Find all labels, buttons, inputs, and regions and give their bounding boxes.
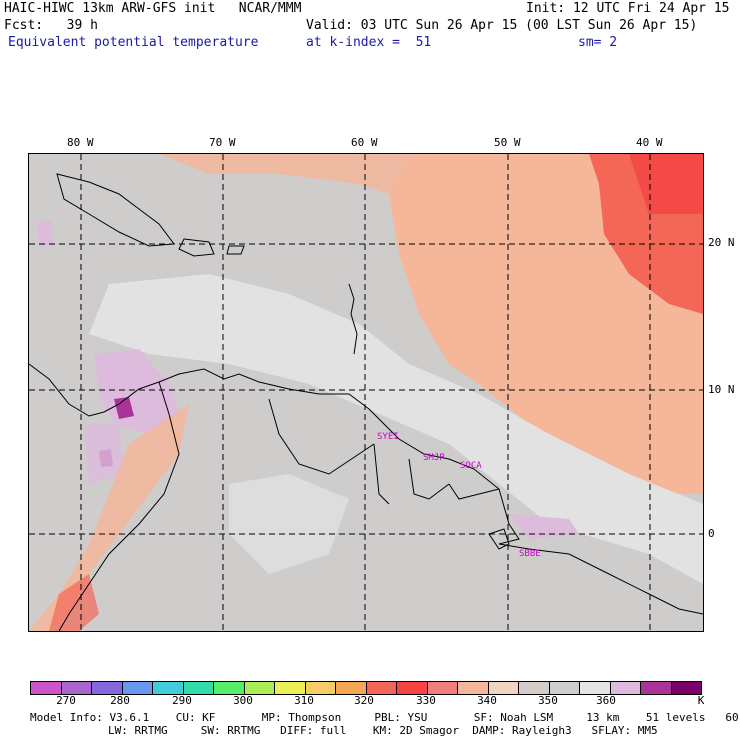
suriname-border <box>408 458 450 500</box>
colorbar-segment <box>183 682 214 694</box>
colorbar-segment <box>122 682 153 694</box>
level-index: at k-index = 51 <box>306 35 432 50</box>
colorbar-tick-label: 350 <box>538 694 558 707</box>
colorbar-tick-label: 280 <box>110 694 130 707</box>
colorbar-tick-label: 330 <box>416 694 436 707</box>
colorbar-tick-label: 310 <box>294 694 314 707</box>
latlon-grid <box>29 154 703 631</box>
colorbar-segment <box>488 682 519 694</box>
map-canvas <box>29 154 703 631</box>
lon-label-80w: 80 W <box>67 136 94 149</box>
colorbar-tick-label: 270 <box>56 694 76 707</box>
guyana-border <box>373 443 390 505</box>
colorbar-segment <box>458 682 489 694</box>
interior-light-patch <box>229 474 349 574</box>
colorbar-segment <box>305 682 336 694</box>
purple-patch-west <box>84 422 124 484</box>
land-region <box>29 379 703 631</box>
colorbar-segment <box>641 682 672 694</box>
lat-label-10n: 10 N <box>708 383 735 396</box>
colorbar-segment <box>549 682 580 694</box>
lat-label-0: 0 <box>708 527 715 540</box>
hispaniola-outline <box>178 238 215 257</box>
colorbar-segment <box>275 682 306 694</box>
lon-label-50w: 50 W <box>494 136 521 149</box>
hot-core <box>629 154 703 214</box>
colorbar-tick-label: 300 <box>233 694 253 707</box>
colorbar-segment <box>610 682 641 694</box>
lon-label-70w: 70 W <box>209 136 236 149</box>
init-time: Init: 12 UTC Fri 24 Apr 15 <box>526 1 730 16</box>
colorbar-segment <box>580 682 611 694</box>
colorbar-segment <box>427 682 458 694</box>
colorbar-segment <box>153 682 184 694</box>
puerto-rico-outline <box>226 245 245 255</box>
model-info-line1: Model Info: V3.6.1 CU: KF MP: Thompson P… <box>30 711 740 724</box>
colorbar-segment <box>397 682 428 694</box>
lat-label-20n: 20 N <box>708 236 735 249</box>
colorbar-segment <box>336 682 367 694</box>
station-soca: SOCA <box>460 461 482 471</box>
purple-core-1 <box>114 397 134 419</box>
andes-warm-streak <box>29 404 189 631</box>
south-america-coast <box>118 368 703 615</box>
light-band <box>89 274 703 584</box>
colorbar-tick-label: K <box>697 694 705 707</box>
smoothing: sm= 2 <box>578 35 618 50</box>
colorbar-tick-label: 340 <box>477 694 497 707</box>
colorbar-segment <box>671 682 701 694</box>
purple-patch-northwest <box>37 220 53 246</box>
model-info-line2: LW: RRTMG SW: RRTMG DIFF: full KM: 2D Sm… <box>108 724 658 737</box>
colorbar-segment <box>61 682 92 694</box>
colorbar <box>30 681 702 695</box>
station-sbbe: SBBE <box>519 549 541 559</box>
colorbar-segment <box>92 682 123 694</box>
lon-label-60w: 60 W <box>351 136 378 149</box>
colorbar-segment <box>366 682 397 694</box>
lon-label-40w: 40 W <box>636 136 663 149</box>
colorbar-segment <box>31 682 62 694</box>
valid-time: Valid: 03 UTC Sun 26 Apr 15 (00 LST Sun … <box>306 18 698 33</box>
colorbar-segment <box>214 682 245 694</box>
lesser-antilles <box>348 283 358 355</box>
central-america-coast <box>29 363 120 417</box>
warm-region-north <box>159 154 409 194</box>
forecast-hour: Fcst: 39 h <box>4 18 98 33</box>
colorbar-tick-label: 360 <box>596 694 616 707</box>
field-name: Equivalent potential temperature <box>8 35 259 50</box>
marajo-island <box>488 528 510 550</box>
french-guiana-border <box>448 483 500 500</box>
colombia-border <box>58 381 180 631</box>
station-syei: SYEI <box>377 432 399 442</box>
colorbar-segment <box>519 682 550 694</box>
colorbar-tick-label: 290 <box>172 694 192 707</box>
colorbar-segment <box>244 682 275 694</box>
purple-patch-amazon-mouth <box>509 514 579 539</box>
purple-patch-colombia <box>94 349 179 434</box>
colorbar-tick-label: 320 <box>354 694 374 707</box>
map-panel: SYEI SMJP SOCA SBBE <box>28 153 704 632</box>
venezuela-border <box>268 398 375 475</box>
model-title: HAIC-HIWC 13km ARW-GFS init NCAR/MMM <box>4 1 302 16</box>
station-smjp: SMJP <box>423 453 445 463</box>
